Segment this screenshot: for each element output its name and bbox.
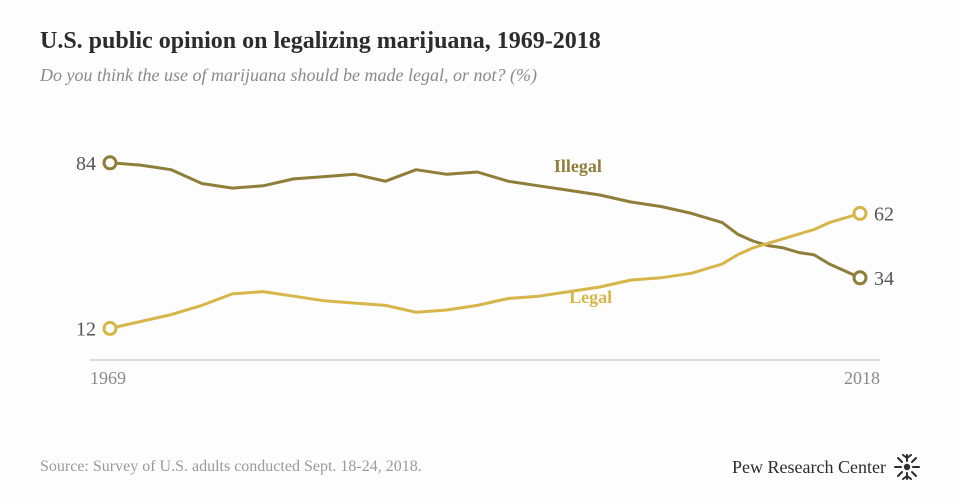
chart-container: U.S. public opinion on legalizing mariju… — [0, 0, 960, 504]
value-label: 84 — [76, 153, 96, 175]
series-illegal — [110, 163, 860, 278]
marker — [104, 157, 116, 169]
marker — [854, 272, 866, 284]
series-label: Legal — [569, 287, 612, 307]
marker — [854, 207, 866, 219]
x-tick-label: 1969 — [90, 368, 126, 388]
value-label: 62 — [874, 203, 894, 225]
source-text: Source: Survey of U.S. adults conducted … — [40, 458, 422, 476]
chart-title: U.S. public opinion on legalizing mariju… — [40, 28, 920, 55]
chart-subtitle: Do you think the use of marijuana should… — [40, 65, 920, 86]
series-legal — [110, 213, 860, 328]
series-label: Illegal — [554, 156, 602, 176]
footer: Source: Survey of U.S. adults conducted … — [40, 454, 920, 480]
brand: Pew Research Center — [732, 454, 920, 480]
marker — [104, 322, 116, 334]
starburst-icon — [894, 454, 920, 480]
value-label: 34 — [874, 268, 894, 290]
x-tick-label: 2018 — [844, 368, 880, 388]
value-label: 12 — [76, 318, 96, 340]
chart-svg: 1969 2018 84 34 Illegal 12 62 Legal — [40, 116, 920, 396]
brand-name: Pew Research Center — [732, 457, 886, 478]
plot-area: 1969 2018 84 34 Illegal 12 62 Legal — [40, 116, 920, 396]
